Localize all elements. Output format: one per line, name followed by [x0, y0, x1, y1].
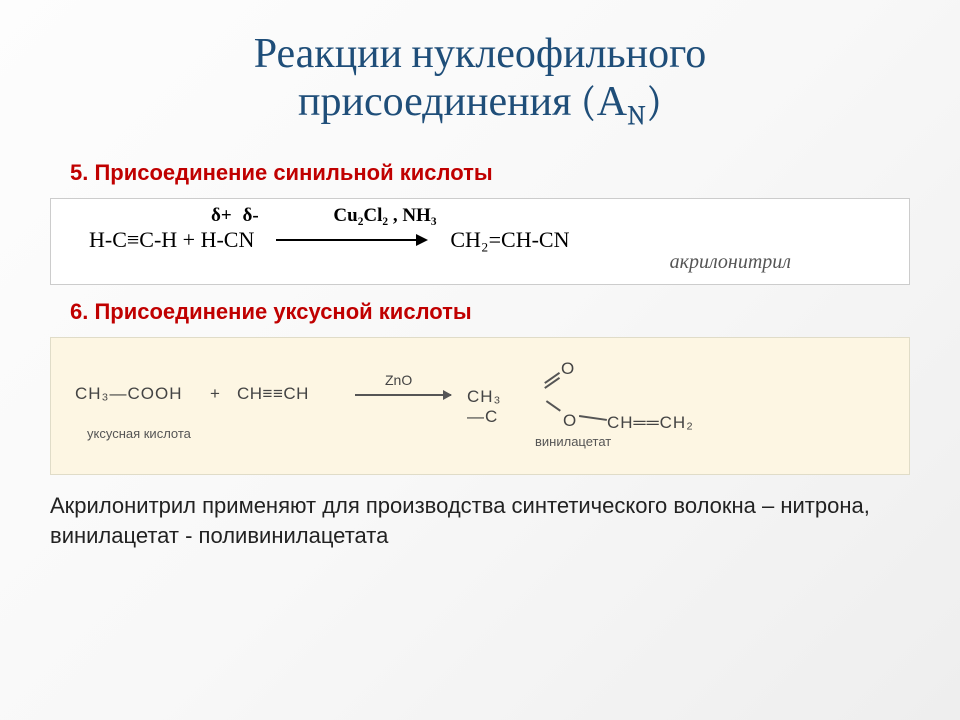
section-6-title: 6. Присоединение уксусной кислоты	[70, 299, 910, 325]
product-1: CH₂=CH-CN	[450, 227, 569, 253]
reaction-2-block: CH₃—COOH + CH≡≡CH ZnO CH₃—C O O CH══CH₂ …	[50, 337, 910, 475]
double-bond-icon	[543, 377, 561, 386]
arrow-icon	[355, 394, 451, 396]
label-vinyl-acetate: винилацетат	[535, 434, 611, 449]
product-1-name: акрилонитрил	[61, 251, 899, 274]
oxygen-single: O	[563, 411, 576, 431]
catalyst-2: ZnO	[385, 372, 412, 388]
reaction-1-equation: H-C≡C-H + H-CN CH₂=CH-CN	[61, 227, 899, 253]
plus-sign: +	[210, 384, 220, 404]
reaction-1-block: δ+ δ- Cu₂Cl₂ , NH₃ H-C≡C-H + H-CN CH₂=CH…	[50, 198, 910, 285]
section-5-title: 5. Присоединение синильной кислоты	[70, 160, 910, 186]
reagent-acetic: CH₃—COOH	[75, 384, 182, 404]
title-close: )	[646, 77, 662, 126]
reaction-2-drawing: CH₃—COOH + CH≡≡CH ZnO CH₃—C O O CH══CH₂ …	[65, 348, 895, 458]
arrow-icon	[276, 239, 426, 241]
reagent-acetylene: CH≡≡CH	[237, 384, 309, 404]
prod-vinyl: CH══CH₂	[607, 413, 694, 433]
bond-icon	[579, 415, 607, 420]
oxygen-double: O	[561, 359, 574, 379]
slide-title: Реакции нуклеофильного присоединения (АN…	[50, 30, 910, 132]
title-line2: присоединения (А	[298, 77, 627, 126]
single-bond-icon	[546, 400, 561, 411]
label-acetic-acid: уксусная кислота	[87, 426, 191, 441]
reaction-1-annotations: δ+ δ- Cu₂Cl₂ , NH₃	[61, 205, 899, 227]
delta-minus: δ-	[242, 205, 258, 226]
title-subscript: N	[627, 100, 646, 132]
catalyst-1: Cu₂Cl₂ , NH₃	[333, 205, 436, 226]
prod-ch3c: CH₃—C	[467, 387, 501, 427]
reagent-1: H-C≡C-H + H-CN	[89, 227, 254, 253]
footer-text: Акрилонитрил применяют для производства …	[50, 491, 910, 550]
delta-plus: δ+	[211, 205, 232, 226]
title-line1: Реакции нуклеофильного	[254, 29, 707, 78]
